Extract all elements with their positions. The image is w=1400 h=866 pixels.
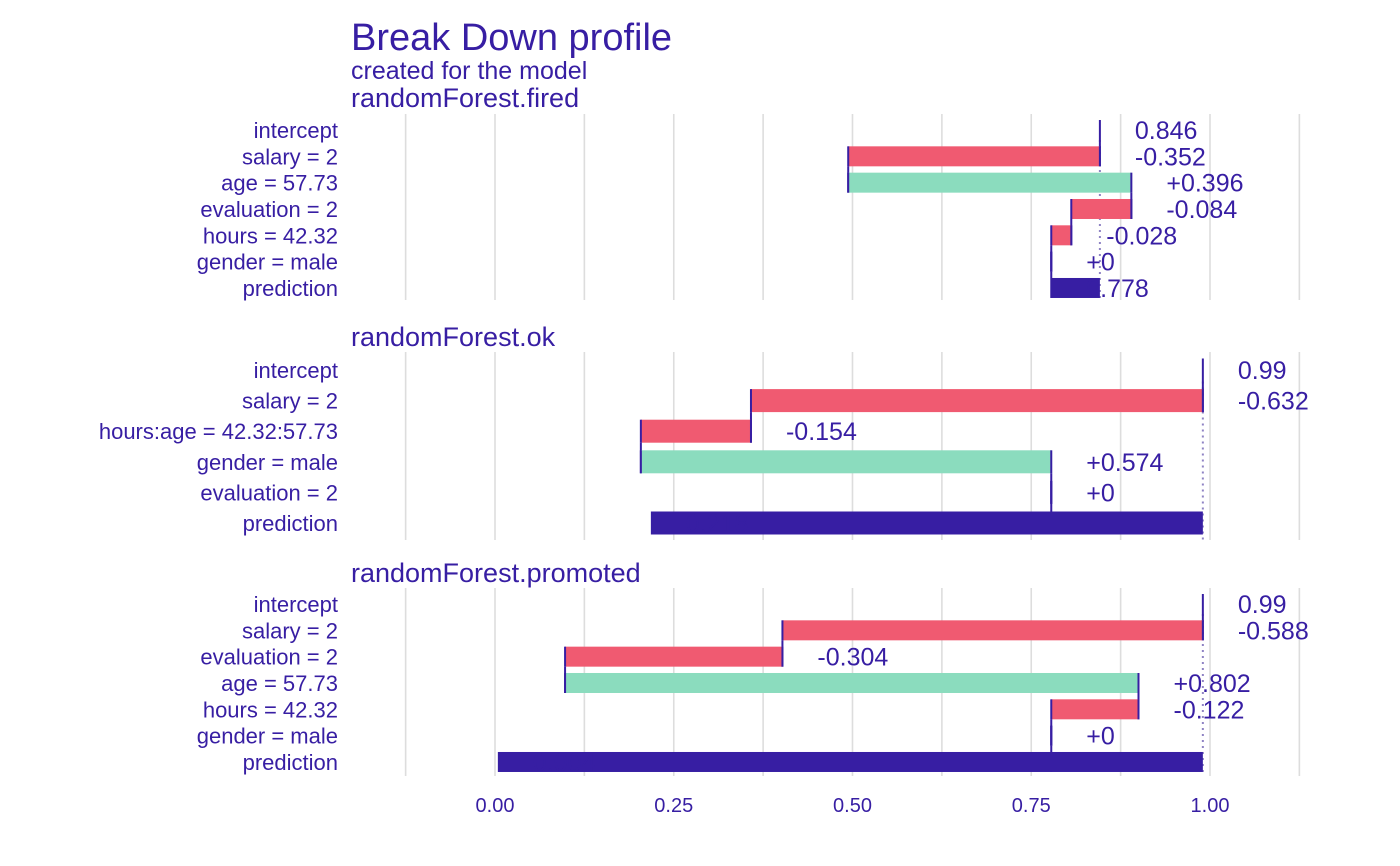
row-label: hours:age = 42.32:57.73	[99, 419, 338, 444]
row-label: prediction	[243, 750, 338, 775]
positive-bar	[565, 672, 1139, 693]
x-tick-label: 0.00	[476, 795, 515, 817]
x-tick-label: 0.50	[833, 795, 872, 817]
x-tick-label: 0.25	[654, 795, 693, 817]
row-label: salary = 2	[242, 618, 338, 643]
row-label: hours = 42.32	[203, 697, 338, 722]
row-label: salary = 2	[242, 389, 338, 414]
row-label: intercept	[254, 358, 338, 383]
row-label: gender = male	[197, 250, 338, 275]
value-label: 0.99	[1238, 591, 1287, 619]
row-label: hours = 42.32	[203, 223, 338, 248]
value-label: +0	[1086, 249, 1115, 277]
positive-bar	[640, 450, 1052, 474]
panel-1: randomForest.ok intercept 0.99 salary = 2 -0…	[99, 322, 1309, 540]
negative-bar	[640, 419, 751, 443]
row-label: age = 57.73	[221, 671, 338, 696]
value-label: -0.588	[1238, 617, 1309, 645]
value-label: 0.218	[686, 510, 749, 538]
row-label: age = 57.73	[221, 171, 338, 196]
value-label: +0	[1086, 723, 1115, 751]
negative-bar	[1051, 225, 1072, 246]
row-label: intercept	[254, 118, 338, 143]
value-label: 0.778	[1086, 275, 1149, 303]
value-label: +0.396	[1166, 170, 1243, 198]
value-label: -0.304	[817, 644, 888, 672]
row-label: salary = 2	[242, 144, 338, 169]
x-axis: 0.00 0.25 0.50 0.75 1.00	[476, 795, 1230, 817]
value-label: 0.004	[533, 749, 596, 777]
negative-bar	[848, 146, 1100, 167]
value-label: -0.632	[1238, 388, 1309, 416]
negative-bar	[782, 620, 1203, 641]
row-label: gender = male	[197, 450, 338, 475]
panel-title: randomForest.promoted	[351, 558, 641, 588]
negative-bar	[1051, 699, 1139, 720]
panel-title: randomForest.ok	[351, 322, 556, 352]
chart-title: Break Down profile	[351, 17, 672, 59]
row-label: evaluation = 2	[200, 197, 338, 222]
row-label: prediction	[243, 276, 338, 301]
negative-bar	[565, 646, 783, 667]
positive-bar	[848, 172, 1132, 193]
row-label: prediction	[243, 511, 338, 536]
value-label: +0.802	[1174, 670, 1251, 698]
value-label: -0.122	[1174, 696, 1245, 724]
row-label: evaluation = 2	[200, 480, 338, 505]
prediction-bar	[1051, 277, 1100, 298]
value-label: 0.99	[1238, 357, 1287, 385]
panel-2: randomForest.promoted intercept 0.99 salary…	[197, 558, 1309, 777]
negative-bar	[1071, 198, 1132, 219]
value-label: +0.574	[1086, 449, 1163, 477]
row-label: intercept	[254, 592, 338, 617]
prediction-bar	[650, 511, 1203, 535]
row-label: gender = male	[197, 724, 338, 749]
panel-0: randomForest.fired intercept 0.846 salary =…	[197, 83, 1301, 303]
value-label: -0.028	[1106, 222, 1177, 250]
chart-subtitle: created for the model	[351, 57, 587, 85]
value-label: -0.084	[1166, 196, 1237, 224]
value-label: +0	[1086, 479, 1115, 507]
x-tick-label: 1.00	[1191, 795, 1230, 817]
value-label: -0.154	[786, 418, 857, 446]
panels: randomForest.fired intercept 0.846 salary =…	[99, 83, 1309, 777]
value-label: -0.352	[1135, 143, 1206, 171]
x-tick-label: 0.75	[1012, 795, 1051, 817]
prediction-bar	[497, 751, 1203, 772]
row-label: evaluation = 2	[200, 645, 338, 670]
negative-bar	[750, 389, 1203, 413]
panel-title: randomForest.fired	[351, 83, 579, 113]
value-label: 0.846	[1135, 117, 1198, 145]
